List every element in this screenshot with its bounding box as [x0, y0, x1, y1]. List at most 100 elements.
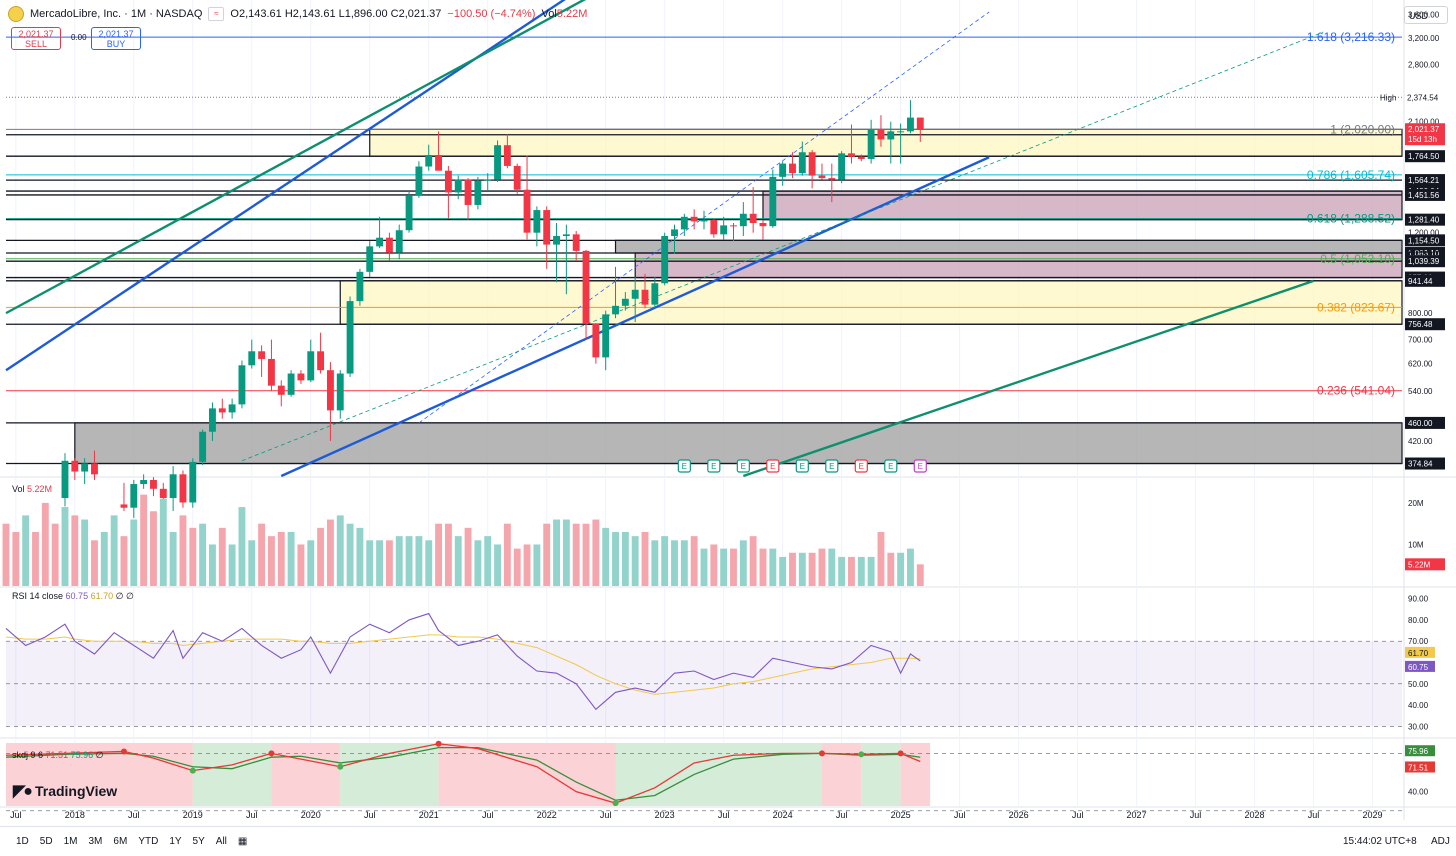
- fib-level-label: 0.786 (1,605.74): [1307, 168, 1395, 182]
- volume-bar: [572, 523, 580, 586]
- volume-bar: [130, 519, 138, 586]
- mercadolibre-logo-icon: [8, 6, 24, 22]
- volume-bar: [808, 552, 816, 586]
- candle-body: [277, 385, 285, 395]
- volume-bar: [838, 556, 846, 586]
- x-axis-tick-label: 2020: [301, 810, 321, 820]
- candle-body: [287, 373, 295, 395]
- tradingview-watermark: ◤● TradingView: [13, 781, 117, 801]
- candle-body: [690, 216, 698, 222]
- volume-bar: [612, 532, 619, 586]
- symbol-title[interactable]: MercadoLibre, Inc. · 1M · NASDAQ: [30, 8, 203, 20]
- price-axis-label: 2,100.00: [1408, 118, 1440, 127]
- rsi-value: 60.75: [65, 591, 89, 601]
- adj-toggle[interactable]: ADJ: [1431, 836, 1450, 847]
- candle-body: [435, 155, 443, 171]
- skdj-value-tag: [1405, 761, 1435, 773]
- candle-body: [464, 179, 472, 205]
- x-axis-tick-label: 2028: [1245, 810, 1265, 820]
- marked-level-tag: [1405, 255, 1445, 268]
- clock[interactable]: 15:44:02 UTC+8: [1343, 836, 1417, 847]
- volume-bar: [720, 548, 728, 586]
- volume-bar: [317, 527, 325, 586]
- x-axis-tick-label: Jul: [128, 810, 140, 820]
- candle-body: [120, 504, 128, 508]
- x-axis-tick-label: 2019: [183, 810, 203, 820]
- candle-body: [179, 474, 187, 503]
- rsi-extra: ∅ ∅: [115, 591, 134, 601]
- volume-bar: [661, 536, 669, 586]
- rsi-pane-label[interactable]: RSI 14 close 60.75 61.70 ∅ ∅: [12, 591, 134, 602]
- candle-body: [376, 237, 384, 247]
- candle-body: [612, 305, 619, 315]
- candle-body: [631, 289, 639, 299]
- x-axis-tick-label: 2021: [419, 810, 439, 820]
- candle-body: [641, 289, 649, 305]
- candle-body: [307, 351, 315, 381]
- volume-bar: [513, 548, 521, 586]
- range-3m[interactable]: 3M: [88, 836, 103, 847]
- range-6m[interactable]: 6M: [113, 836, 128, 847]
- calendar-icon[interactable]: ▦: [237, 836, 248, 847]
- candle-countdown: 15d 13h: [1408, 135, 1437, 144]
- skdj-value-tag-label: 71.51: [1408, 763, 1429, 772]
- skdj-cross-down-dot: [268, 750, 275, 757]
- candle-body: [730, 225, 737, 227]
- currency-select[interactable]: USD: [1404, 6, 1448, 24]
- candle-body: [474, 180, 482, 205]
- earnings-marker: [707, 459, 721, 473]
- volume-bar: [582, 523, 590, 586]
- range-5y[interactable]: 5Y: [192, 836, 205, 847]
- candle-body: [317, 351, 325, 371]
- range-1y[interactable]: 1Y: [169, 836, 182, 847]
- volume-bar: [444, 523, 452, 586]
- rsi-value-tag: [1405, 646, 1435, 658]
- earnings-marker: [736, 459, 750, 473]
- marked-level-label: 1,451.56: [1408, 191, 1440, 200]
- range-5d[interactable]: 5D: [39, 836, 53, 847]
- volume-bar: [533, 544, 541, 586]
- flag-icon[interactable]: ≈: [208, 7, 225, 21]
- marked-level-tag: [1405, 213, 1445, 226]
- sell-button[interactable]: 2,021.37 SELL: [11, 27, 61, 50]
- marked-level-label: 1,281.40: [1408, 216, 1440, 225]
- skdj-shading: [861, 743, 901, 806]
- x-axis-tick-label: Jul: [1190, 810, 1202, 820]
- volume-bar: [641, 532, 649, 586]
- skdj-value-tag: [1405, 745, 1435, 757]
- x-axis-tick-label: Jul: [1308, 810, 1320, 820]
- volume-bar: [277, 532, 285, 586]
- candle-body: [759, 223, 767, 227]
- candle-body: [553, 236, 560, 245]
- range-all[interactable]: All: [215, 836, 227, 847]
- range-1m[interactable]: 1M: [63, 836, 78, 847]
- fib-level-label: 0.236 (541.04): [1317, 384, 1395, 398]
- range-ytd[interactable]: YTD: [138, 836, 159, 847]
- candle-body: [828, 178, 836, 180]
- volume-bar: [523, 544, 531, 586]
- candle-body: [258, 351, 266, 359]
- volume-pane-label[interactable]: Vol 5.22M: [12, 484, 52, 494]
- volume-bar: [877, 532, 885, 586]
- volume-bar: [120, 536, 128, 586]
- volume-bar: [385, 540, 393, 586]
- candle-body: [336, 373, 344, 411]
- earnings-marker-label: E: [682, 462, 687, 471]
- candle-body: [81, 463, 89, 472]
- candle-body: [267, 358, 275, 386]
- earnings-marker: [795, 459, 809, 473]
- x-axis-tick-label: Jul: [482, 810, 494, 820]
- skdj-d-value: 75.96: [70, 750, 94, 760]
- volume-bar: [592, 519, 600, 586]
- candle-body: [484, 179, 492, 181]
- buy-button[interactable]: 2,021.37 BUY: [91, 27, 141, 50]
- volume-bar: [474, 540, 482, 586]
- skdj-pane-label[interactable]: skdj 9 6 71.51 75.96 ∅: [12, 750, 103, 761]
- marked-level-tag: [1405, 457, 1445, 470]
- skdj-shading: [821, 743, 862, 806]
- price-axis-label: 1,100.00: [1408, 246, 1440, 255]
- candle-body: [346, 301, 354, 374]
- range-1d[interactable]: 1D: [16, 836, 29, 847]
- skdj-shading: [900, 743, 931, 806]
